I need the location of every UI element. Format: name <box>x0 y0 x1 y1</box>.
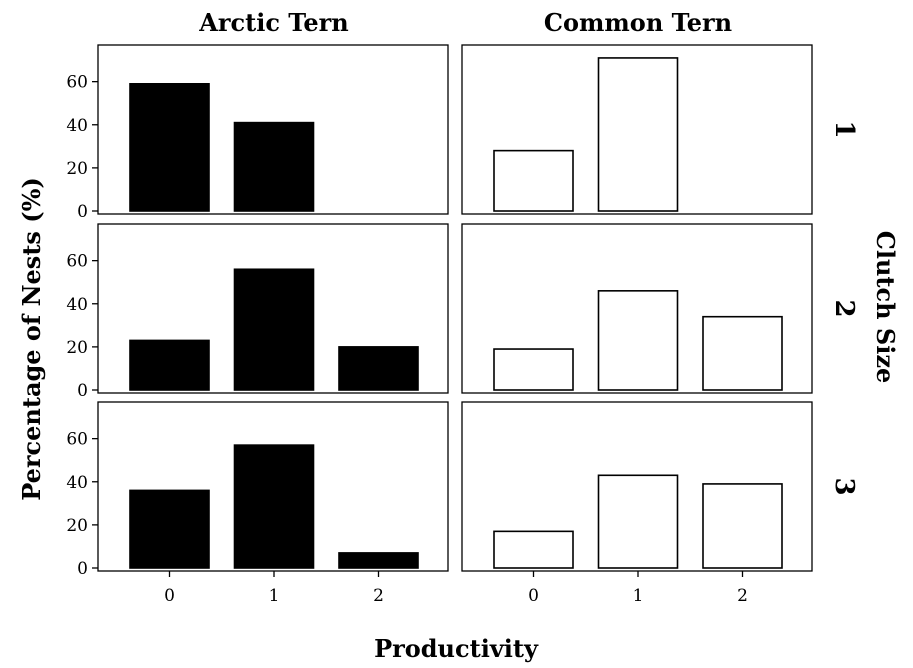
y-tick-label-0: 0 <box>77 202 88 222</box>
y-tick-label-20: 20 <box>66 338 88 358</box>
bar-common-tern-clutch-3-productivity-2 <box>702 483 783 569</box>
row-label-clutch-2: 2 <box>829 299 859 317</box>
y-tick-label-60: 60 <box>66 252 88 272</box>
y-tick-label-60: 60 <box>66 430 88 450</box>
bar-common-tern-clutch-3-productivity-1 <box>597 474 679 569</box>
row-facet-title: Clutch Size <box>871 231 900 384</box>
x-tick-label-arctic-tern-0: 0 <box>164 586 175 606</box>
bar-arctic-tern-clutch-3-productivity-1 <box>233 444 315 569</box>
bar-common-tern-clutch-2-productivity-1 <box>597 290 679 391</box>
x-tick-label-arctic-tern-2: 2 <box>373 586 384 606</box>
y-tick-label-20: 20 <box>66 516 88 536</box>
bar-common-tern-clutch-3-productivity-0 <box>493 530 574 569</box>
x-tick-label-arctic-tern-1: 1 <box>269 586 280 606</box>
row-label-clutch-1: 1 <box>829 120 859 138</box>
bar-common-tern-clutch-2-productivity-0 <box>493 348 574 391</box>
x-tick-label-common-tern-2: 2 <box>737 586 748 606</box>
bar-arctic-tern-clutch-2-productivity-0 <box>129 339 210 391</box>
y-tick-label-40: 40 <box>66 295 88 315</box>
x-tick-label-common-tern-0: 0 <box>528 586 539 606</box>
bar-arctic-tern-clutch-1-productivity-1 <box>233 121 315 212</box>
bar-arctic-tern-clutch-3-productivity-0 <box>129 489 210 569</box>
panel-frame-arctic-tern-clutch-1 <box>97 44 449 215</box>
column-title-common-tern: Common Tern <box>544 8 732 37</box>
panel-frame-arctic-tern-clutch-3 <box>97 401 449 572</box>
bar-common-tern-clutch-1-productivity-1 <box>597 57 679 212</box>
y-tick-label-0: 0 <box>77 381 88 401</box>
y-tick-label-20: 20 <box>66 159 88 179</box>
bar-common-tern-clutch-1-productivity-0 <box>493 149 574 212</box>
x-tick-label-common-tern-1: 1 <box>633 586 644 606</box>
panel-frame-common-tern-clutch-3 <box>461 401 813 572</box>
y-tick-label-60: 60 <box>66 73 88 93</box>
x-axis-title: Productivity <box>374 634 539 663</box>
bar-arctic-tern-clutch-1-productivity-0 <box>129 83 210 212</box>
y-tick-label-40: 40 <box>66 116 88 136</box>
bar-common-tern-clutch-2-productivity-2 <box>702 315 783 391</box>
y-tick-label-40: 40 <box>66 473 88 493</box>
bar-arctic-tern-clutch-2-productivity-1 <box>233 268 315 391</box>
row-label-clutch-3: 3 <box>829 477 859 495</box>
bar-arctic-tern-clutch-2-productivity-2 <box>338 346 419 391</box>
bar-arctic-tern-clutch-3-productivity-2 <box>338 552 419 569</box>
y-axis-title: Percentage of Nests (%) <box>17 177 46 501</box>
panel-frame-arctic-tern-clutch-2 <box>97 223 449 394</box>
column-title-arctic-tern: Arctic Tern <box>198 8 349 37</box>
panel-frame-common-tern-clutch-2 <box>461 223 813 394</box>
y-tick-label-0: 0 <box>77 559 88 579</box>
panel-frame-common-tern-clutch-1 <box>461 44 813 215</box>
